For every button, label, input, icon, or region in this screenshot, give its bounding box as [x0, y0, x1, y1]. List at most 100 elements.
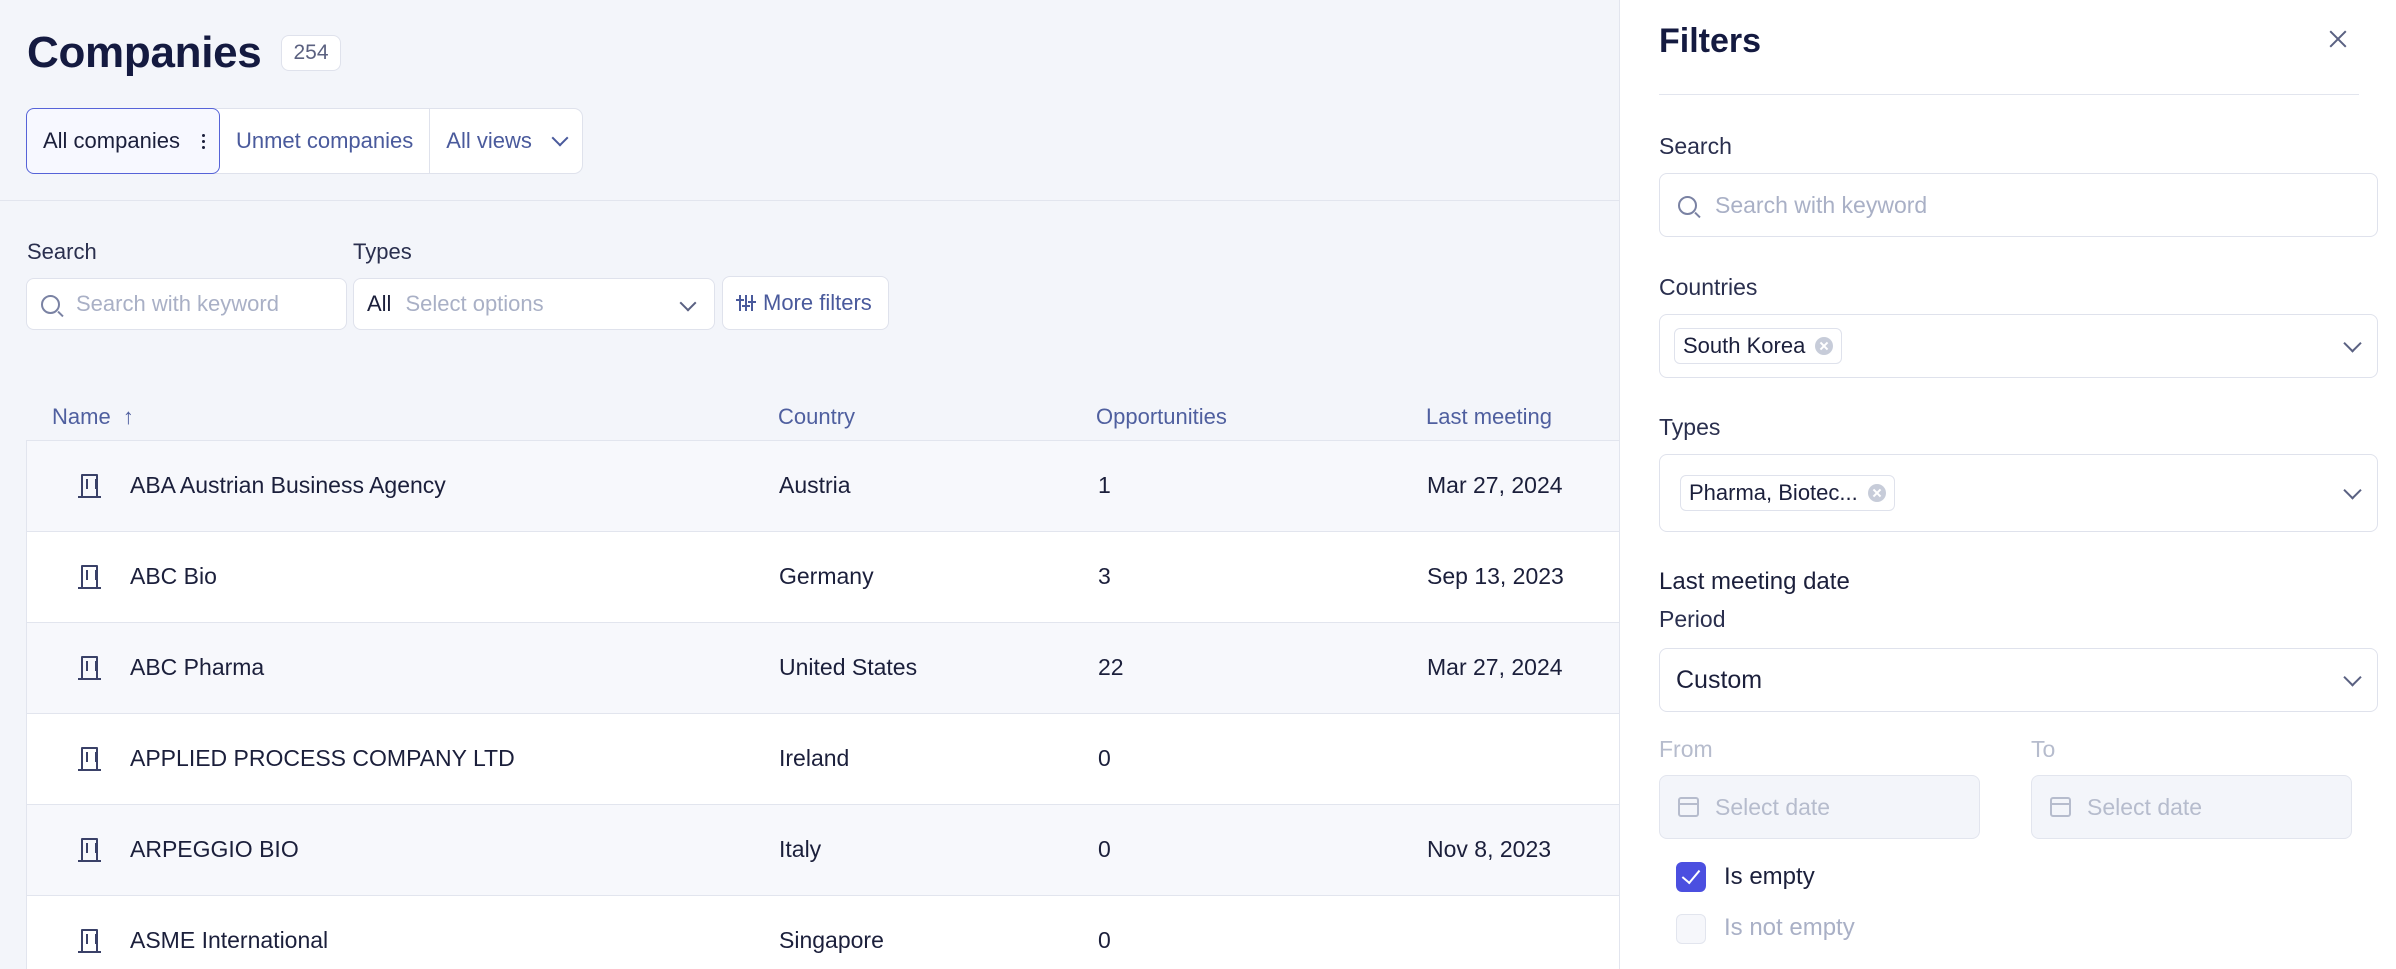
calendar-icon	[2050, 797, 2071, 817]
divider	[0, 200, 1619, 201]
table-row[interactable]: ABC Bio Germany 3 Sep 13, 2023	[27, 532, 1619, 623]
from-date-input[interactable]: Select date	[1659, 775, 1980, 839]
country-chip: South Korea	[1674, 328, 1843, 364]
company-country: Germany	[779, 563, 874, 589]
types-placeholder: Select options	[405, 291, 544, 316]
page-title: Companies	[27, 28, 262, 77]
tab-unmet-companies[interactable]: Unmet companies	[220, 109, 431, 173]
search-placeholder: Search with keyword	[76, 291, 279, 316]
chip-label: Pharma, Biotec...	[1689, 480, 1858, 505]
companies-main: Companies 254 All companies Unmet compan…	[0, 0, 1619, 969]
column-country[interactable]: Country	[778, 404, 856, 429]
chip-label: South Korea	[1683, 333, 1806, 358]
sliders-icon	[736, 295, 756, 311]
search-icon	[1678, 195, 1697, 215]
date-placeholder: Select date	[1715, 793, 1831, 820]
dropdown-label: All views	[446, 128, 532, 153]
search-placeholder: Search with keyword	[1715, 191, 1928, 218]
column-name[interactable]: Name ↑	[52, 404, 134, 430]
company-opportunities: 0	[1098, 927, 1111, 953]
chevron-down-icon	[551, 129, 569, 147]
types-select[interactable]: Pharma, Biotec...	[1659, 454, 2378, 532]
type-chip: Pharma, Biotec...	[1680, 475, 1895, 511]
search-input[interactable]: Search with keyword	[26, 278, 347, 330]
search-icon	[41, 294, 60, 314]
types-label: Types	[1659, 414, 1721, 440]
from-label: From	[1659, 736, 1713, 762]
company-country: Austria	[779, 472, 851, 498]
company-last-meeting: Mar 27, 2024	[1427, 472, 1563, 498]
company-name[interactable]: ARPEGGIO BIO	[130, 836, 299, 862]
divider	[1659, 94, 2359, 95]
company-opportunities: 22	[1098, 654, 1124, 680]
period-value: Custom	[1676, 665, 1763, 694]
is-empty-checkbox[interactable]	[1676, 862, 1706, 892]
chevron-down-icon	[2343, 334, 2362, 353]
to-date-input[interactable]: Select date	[2031, 775, 2352, 839]
column-opportunities[interactable]: Opportunities	[1096, 404, 1227, 429]
filters-panel: Filters Search Search with keyword Count…	[1619, 0, 2396, 969]
countries-label: Countries	[1659, 274, 1758, 300]
close-icon[interactable]	[2327, 28, 2349, 50]
company-opportunities: 0	[1098, 745, 1111, 771]
calendar-icon	[1678, 797, 1699, 817]
company-country: United States	[779, 654, 918, 680]
panel-search-input[interactable]: Search with keyword	[1659, 173, 2378, 237]
companies-table: ABA Austrian Business Agency Austria 1 M…	[26, 440, 1619, 969]
company-country: Ireland	[779, 745, 850, 771]
table-header: Name ↑ Country Opportunities Last meetin…	[26, 394, 1619, 440]
column-last-meeting[interactable]: Last meeting	[1426, 404, 1552, 429]
building-icon	[78, 747, 101, 771]
types-select[interactable]: All Select options	[353, 278, 715, 330]
building-icon	[78, 565, 101, 589]
building-icon	[78, 474, 101, 498]
tab-label: Unmet companies	[235, 128, 414, 153]
table-row[interactable]: APPLIED PROCESS COMPANY LTD Ireland 0	[27, 714, 1619, 805]
company-last-meeting: Sep 13, 2023	[1427, 563, 1564, 589]
period-select[interactable]: Custom	[1659, 648, 2378, 712]
countries-select[interactable]: South Korea	[1659, 314, 2378, 378]
period-label: Period	[1659, 606, 1726, 632]
chevron-down-icon	[679, 294, 697, 312]
date-placeholder: Select date	[2087, 793, 2203, 820]
more-options-icon[interactable]	[201, 133, 205, 149]
table-row[interactable]: ARPEGGIO BIO Italy 0 Nov 8, 2023	[27, 805, 1619, 896]
types-label: Types	[353, 239, 412, 264]
company-opportunities: 1	[1098, 472, 1111, 498]
to-label: To	[2031, 736, 2056, 762]
company-name[interactable]: ABC Pharma	[130, 654, 265, 680]
company-name[interactable]: APPLIED PROCESS COMPANY LTD	[130, 745, 515, 771]
chevron-down-icon	[2343, 481, 2362, 500]
column-label: Name	[52, 404, 111, 429]
remove-chip-icon[interactable]	[1815, 337, 1834, 355]
last-meeting-date-label: Last meeting date	[1659, 568, 1850, 595]
building-icon	[78, 838, 101, 862]
building-icon	[78, 656, 101, 680]
company-name[interactable]: ABA Austrian Business Agency	[130, 472, 446, 498]
table-row[interactable]: ASME International Singapore 0	[27, 896, 1619, 969]
is-not-empty-checkbox[interactable]	[1676, 914, 1706, 944]
count-badge: 254	[281, 35, 341, 71]
company-last-meeting: Mar 27, 2024	[1427, 654, 1563, 680]
tab-all-companies[interactable]: All companies	[26, 108, 220, 174]
search-label: Search	[27, 239, 97, 264]
company-country: Italy	[779, 836, 822, 862]
types-value: All	[367, 291, 392, 316]
chevron-down-icon	[2343, 668, 2362, 687]
view-tabs: All companies Unmet companies All views	[26, 108, 583, 174]
is-empty-label: Is empty	[1724, 863, 1815, 890]
more-filters-button[interactable]: More filters	[722, 276, 889, 330]
panel-title: Filters	[1659, 22, 1762, 60]
company-name[interactable]: ASME International	[130, 927, 329, 953]
table-row[interactable]: ABA Austrian Business Agency Austria 1 M…	[27, 441, 1619, 532]
tab-label: All companies	[43, 128, 180, 153]
building-icon	[78, 929, 101, 953]
search-label: Search	[1659, 133, 1732, 159]
remove-chip-icon[interactable]	[1867, 484, 1886, 502]
all-views-dropdown[interactable]: All views	[430, 109, 582, 173]
company-opportunities: 0	[1098, 836, 1111, 862]
company-name[interactable]: ABC Bio	[130, 563, 217, 589]
table-row[interactable]: ABC Pharma United States 22 Mar 27, 2024	[27, 623, 1619, 714]
company-opportunities: 3	[1098, 563, 1111, 589]
company-country: Singapore	[779, 927, 884, 953]
